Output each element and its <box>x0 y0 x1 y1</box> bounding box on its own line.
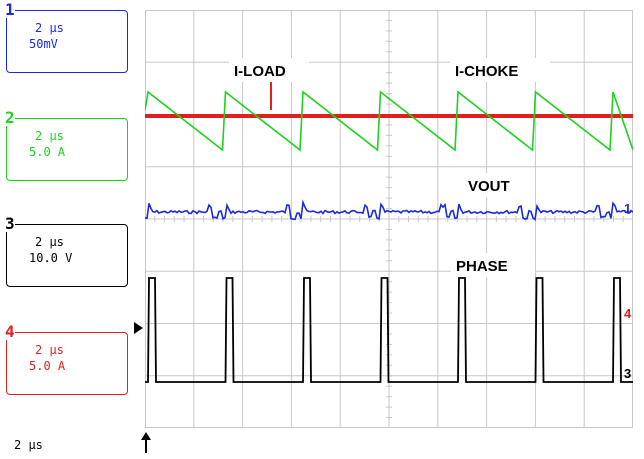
iload-label: I-LOAD <box>234 63 286 80</box>
ichoke-label: I-CHOKE <box>455 63 518 80</box>
channel-2-box[interactable]: 2 2 μs 5.0 A <box>5 110 128 181</box>
vout-label-bg <box>463 173 529 197</box>
channel-3-number: 3 <box>5 214 15 233</box>
channel-3-marker: 3 <box>624 366 631 381</box>
channel-1-scale: 50mV <box>29 37 58 51</box>
trigger-level-icon <box>134 322 143 334</box>
channel-4-timebase: 2 μs <box>35 343 64 357</box>
channel-1-timebase: 2 μs <box>35 21 64 35</box>
channel-2-number: 2 <box>5 108 15 127</box>
channel-3-box[interactable]: 3 2 μs 10.0 V <box>5 216 128 287</box>
channel-2-scale: 5.0 A <box>29 145 66 159</box>
phase-label-bg <box>451 253 535 277</box>
scope-display[interactable]: I-LOAD I-CHOKE VOUT PHASE 1 4 3 <box>145 10 633 428</box>
channel-4-box[interactable]: 4 2 μs 5.0 A <box>5 324 128 395</box>
channel-2-timebase: 2 μs <box>35 129 64 143</box>
channel-1-number: 1 <box>5 0 15 19</box>
trigger-position-icon <box>141 432 151 453</box>
channel-1-box[interactable]: 1 2 μs 50mV <box>5 2 128 73</box>
phase-trace <box>145 277 633 383</box>
iload-label-bg <box>229 58 309 82</box>
channel-4-marker: 4 <box>624 306 632 321</box>
timebase-readout: 2 μs <box>14 438 43 452</box>
phase-label: PHASE <box>456 258 508 275</box>
vout-trace <box>145 199 633 221</box>
channel-1-marker: 1 <box>624 201 631 216</box>
channel-4-scale: 5.0 A <box>29 359 66 373</box>
channel-3-timebase: 2 μs <box>35 235 64 249</box>
channel-3-scale: 10.0 V <box>29 251 73 265</box>
ichoke-label-bg <box>450 58 550 82</box>
vout-label: VOUT <box>468 178 510 195</box>
channel-4-number: 4 <box>5 322 15 341</box>
ichoke-trace <box>145 90 633 152</box>
